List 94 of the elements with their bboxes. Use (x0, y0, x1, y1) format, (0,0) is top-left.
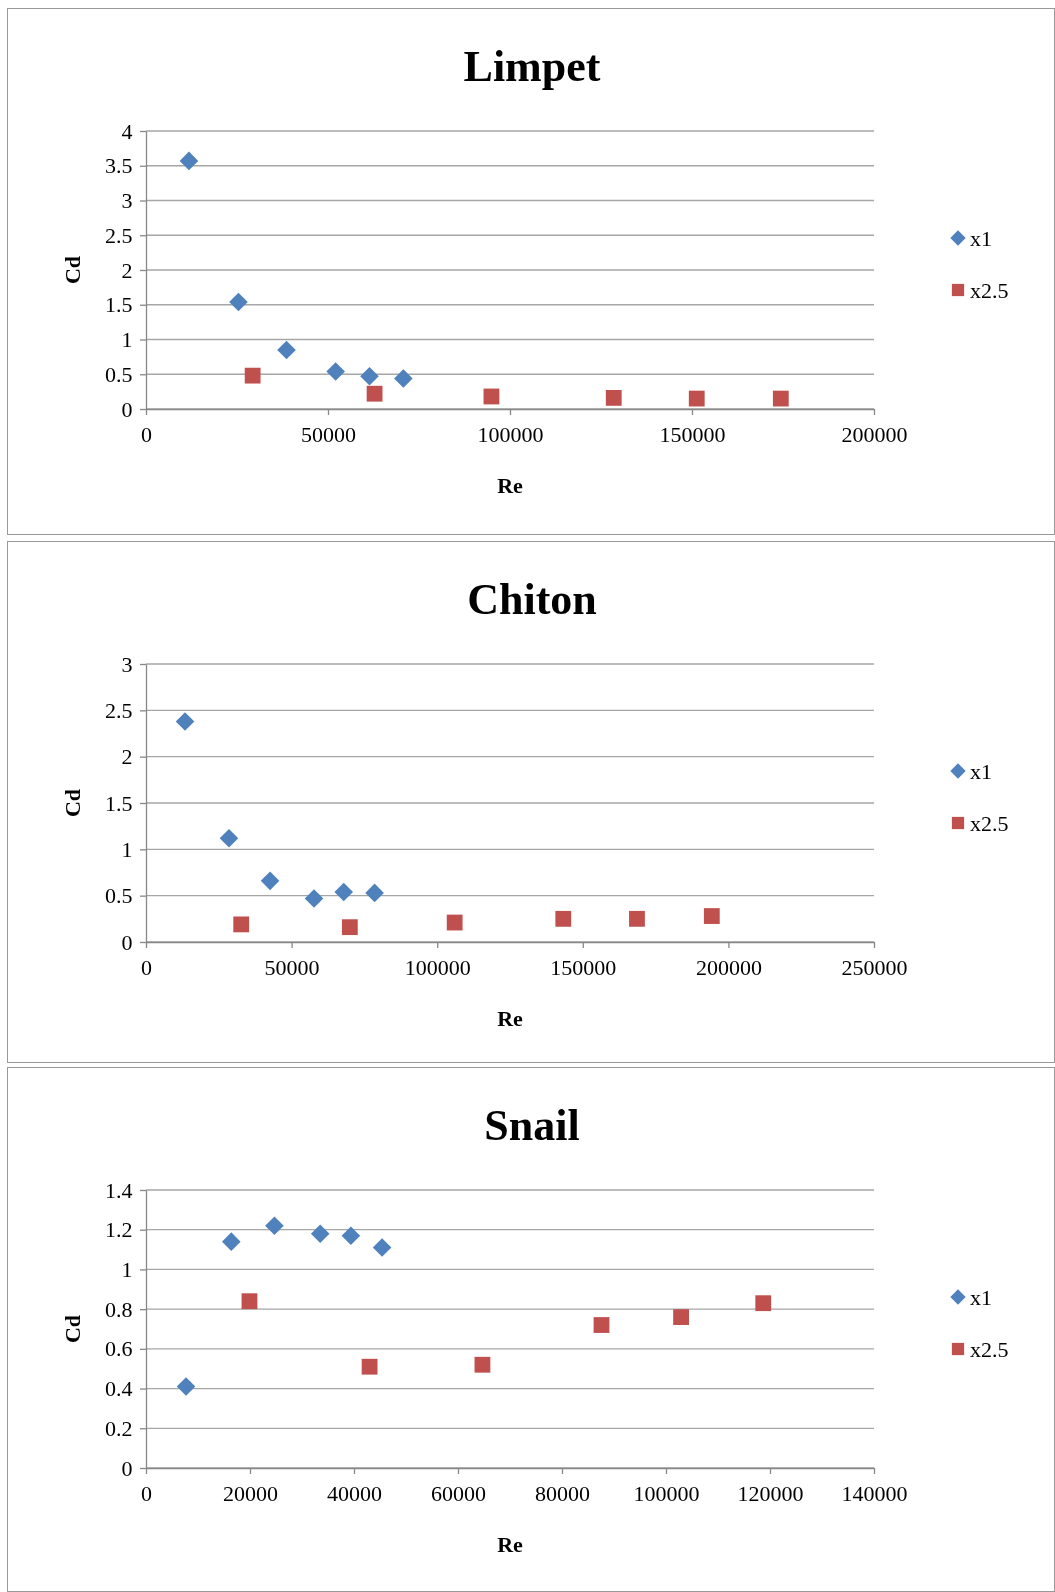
x-tick-label: 60000 (431, 1481, 486, 1507)
point (277, 340, 296, 360)
x-tick-label: 120000 (737, 1481, 804, 1507)
y-tick-label: 3 (121, 188, 133, 214)
point (483, 388, 500, 405)
point (605, 389, 622, 406)
point (175, 712, 195, 731)
x-tick-label: 250000 (841, 955, 908, 981)
x-tick-label: 150000 (550, 955, 617, 981)
x-tick-label: 140000 (841, 1481, 908, 1507)
point (361, 1358, 378, 1375)
x-tick-label: 100000 (633, 1481, 700, 1507)
y-tick-label: 0.5 (105, 883, 133, 909)
x-tick-label: 100000 (404, 955, 471, 981)
point (219, 828, 239, 848)
point (260, 871, 280, 891)
y-tick-label: 1 (121, 836, 133, 862)
x-tick-label: 40000 (327, 1481, 382, 1507)
point (555, 910, 572, 927)
legend-label: x2.5 (970, 278, 1009, 303)
y-tick-label: 0 (121, 396, 133, 422)
point (233, 916, 250, 933)
point (176, 1377, 196, 1396)
legend-label: x1 (970, 1285, 992, 1310)
legend-label: x1 (970, 226, 992, 251)
point (755, 1295, 772, 1312)
y-tick-label: 2.5 (105, 222, 133, 248)
point (241, 1293, 258, 1310)
chart-title: Chiton (467, 575, 597, 624)
y-tick-label: 2 (121, 257, 133, 283)
x-tick-label: 0 (141, 955, 152, 981)
point (221, 1232, 241, 1251)
x-tick-label: 80000 (535, 1481, 590, 1507)
point (629, 910, 645, 927)
y-tick-label: 0.8 (105, 1296, 133, 1322)
x-tick-label: 50000 (301, 422, 356, 448)
point (372, 1238, 392, 1257)
x-tick-label: 0 (141, 1481, 152, 1507)
point (244, 367, 261, 384)
point (593, 1317, 610, 1333)
legend-label: x2.5 (970, 811, 1009, 836)
x-tick-label: 200000 (841, 422, 908, 448)
y-tick-label: 0.4 (105, 1376, 133, 1402)
point (360, 367, 379, 386)
y-tick-label: 0 (121, 929, 133, 955)
y-tick-label: 1 (121, 1256, 133, 1282)
point (394, 369, 413, 388)
y-tick-label: 3 (121, 651, 133, 677)
y-tick-label: 2 (121, 744, 133, 770)
y-axis-title: Cd (60, 788, 85, 818)
x-axis-title: Re (497, 473, 524, 498)
y-tick-label: 4 (121, 118, 133, 144)
x-axis-title: Re (497, 1006, 524, 1031)
x-tick-label: 100000 (477, 422, 544, 448)
x-tick-label: 150000 (659, 422, 726, 448)
y-tick-label: 3.5 (105, 153, 133, 179)
point (310, 1224, 330, 1243)
chart-title: Snail (484, 1101, 580, 1150)
x-axis-title: Re (497, 1532, 524, 1557)
point (703, 908, 720, 924)
point (326, 362, 345, 381)
y-tick-label: 0.2 (105, 1415, 133, 1441)
x-tick-label: 0 (141, 422, 152, 448)
point (341, 1226, 361, 1245)
x-tick-label: 200000 (695, 955, 762, 981)
point (366, 385, 383, 402)
chart-title: Limpet (463, 42, 601, 91)
y-axis-title: Cd (60, 1314, 85, 1344)
y-tick-label: 1.5 (105, 790, 133, 816)
y-tick-label: 1.5 (105, 292, 133, 318)
point (304, 889, 324, 908)
point (334, 882, 354, 902)
point (265, 1216, 284, 1236)
y-tick-label: 1 (121, 327, 133, 353)
y-axis-title: Cd (60, 255, 85, 285)
point (446, 914, 463, 931)
x-tick-label: 50000 (264, 955, 320, 981)
y-tick-label: 1.4 (105, 1177, 133, 1203)
point (229, 292, 248, 312)
y-tick-label: 1.2 (105, 1217, 133, 1243)
point (341, 919, 358, 936)
legend-label: x2.5 (970, 1337, 1009, 1362)
point (365, 883, 384, 903)
y-tick-label: 0.5 (105, 361, 133, 387)
x-tick-label: 20000 (223, 1481, 278, 1507)
point (688, 390, 705, 407)
y-tick-label: 2.5 (105, 697, 133, 723)
point (772, 390, 789, 407)
point (673, 1309, 689, 1325)
y-tick-label: 0.6 (105, 1336, 133, 1362)
y-tick-label: 0 (121, 1455, 133, 1481)
legend-label: x1 (970, 759, 992, 784)
point (474, 1356, 491, 1373)
point (179, 151, 199, 171)
